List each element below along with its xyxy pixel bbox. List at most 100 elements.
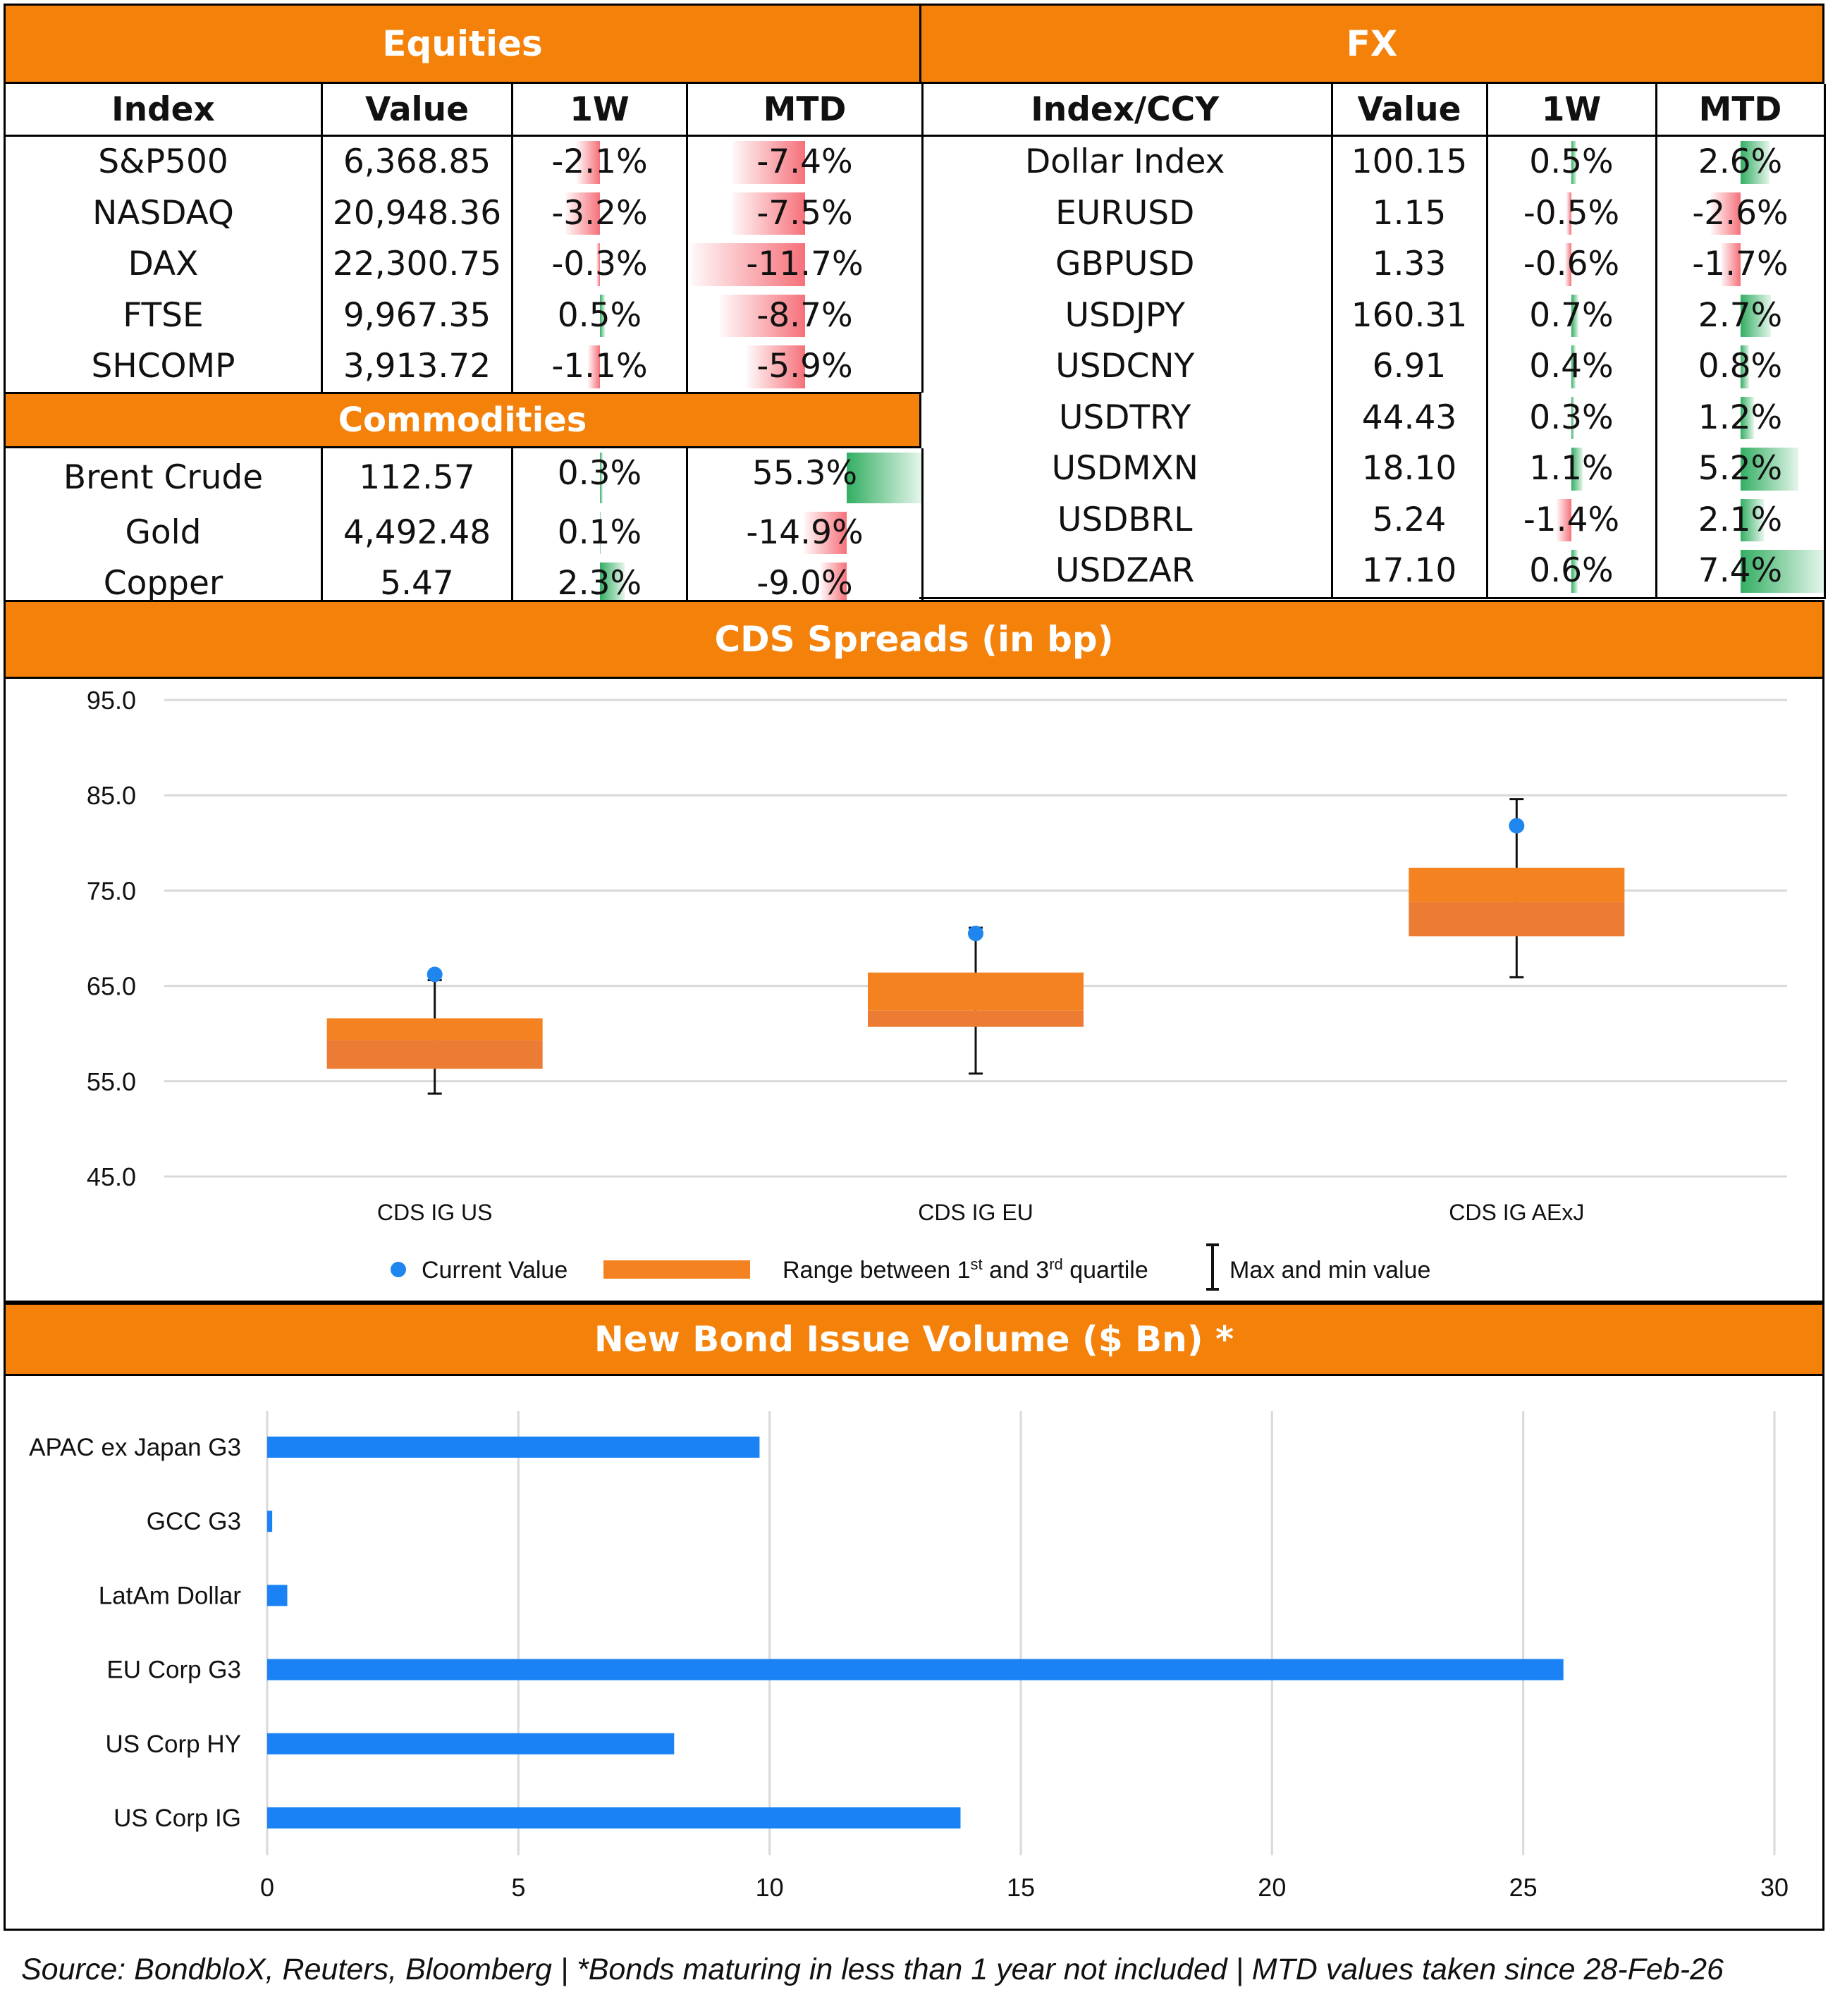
fx-value-text: 17.10 <box>1361 551 1457 591</box>
fx-1w: 1.1% <box>1487 443 1657 495</box>
commodities-1w-bar <box>599 453 603 503</box>
commodities-mtd: 55.3% <box>687 448 923 508</box>
fx-1w-bar <box>1571 141 1577 184</box>
equities-value-text: 9,967.35 <box>343 295 491 335</box>
equities-1w: -1.1% <box>512 341 688 393</box>
y-tick-label: 75.0 <box>87 876 136 905</box>
fx-value-text: 5.24 <box>1372 500 1447 539</box>
current-value-point <box>1509 818 1525 834</box>
fx-1w-text: 1.1% <box>1529 449 1614 488</box>
commodities-value-text: 112.57 <box>359 458 475 497</box>
equities-mtd: -11.7% <box>687 239 923 290</box>
fx-1w-bar <box>1565 243 1571 286</box>
fx-name-text: USDCNY <box>1055 347 1195 386</box>
equities-col-1w: 1W <box>512 84 688 137</box>
fx-header: FX <box>919 4 1824 84</box>
fx-col-value: Value <box>1332 84 1488 137</box>
commodities-1w-bar <box>599 512 601 554</box>
fx-mtd: -1.7% <box>1656 239 1824 290</box>
x-tick-label: 0 <box>260 1873 274 1902</box>
legend-range-text-part: and 3 <box>983 1257 1050 1284</box>
equities-name: S&P500 <box>4 135 323 188</box>
y-tick-label: 55.0 <box>87 1067 136 1096</box>
commodities-name-text: Copper <box>103 564 223 603</box>
fx-1w: 0.6% <box>1487 546 1657 598</box>
fx-1w-bar <box>1571 396 1575 439</box>
commodities-1w: 0.1% <box>512 508 688 558</box>
equities-value-text: 3,913.72 <box>343 347 491 386</box>
fx-1w-text: -0.5% <box>1523 193 1620 233</box>
fx-1w-text: 0.5% <box>1529 142 1614 181</box>
cds-title: CDS Spreads (in bp) <box>714 619 1114 660</box>
equities-name: SHCOMP <box>4 341 323 393</box>
cds-chart-panel: 95.0 85.0 75.0 65.0 55.0 45.0 CDS IG US CDS IG … <box>4 677 1824 1303</box>
bond-title: New Bond Issue Volume ($ Bn) * <box>594 1319 1234 1360</box>
bond-header: New Bond Issue Volume ($ Bn) * <box>4 1303 1824 1376</box>
equities-name: DAX <box>4 239 323 290</box>
equities-name-text: NASDAQ <box>92 193 234 233</box>
fx-col-mtd: MTD <box>1656 84 1824 137</box>
equities-1w-bar <box>577 141 600 184</box>
y-category-label: APAC ex Japan G3 <box>29 1434 241 1461</box>
equities-1w-bar <box>596 243 600 286</box>
equities-mtd: -5.9% <box>687 341 923 393</box>
y-category-label: US Corp IG <box>114 1805 241 1832</box>
fx-mtd-text: -1.7% <box>1692 245 1789 283</box>
commodities-1w-text: 0.3% <box>557 454 642 493</box>
fx-value: 5.24 <box>1332 494 1488 546</box>
commodities-mtd-bar <box>847 453 921 503</box>
footer-source: Source: BondbloX, Reuters, Bloomberg | *… <box>21 1953 1724 1986</box>
equities-mtd-text: -7.4% <box>756 142 853 181</box>
equities-1w-bar <box>599 294 606 337</box>
fx-value-text: 6.91 <box>1372 347 1447 386</box>
table-row: USDTRY 44.43 0.3% 1.2% <box>919 392 1824 444</box>
fx-mtd: 1.2% <box>1656 393 1824 444</box>
table-row: DAX 22,300.75 -0.3% -11.7% <box>4 239 923 290</box>
commodities-1w-text: 2.3% <box>557 564 642 603</box>
fx-value-text: 1.33 <box>1372 245 1447 284</box>
fx-mtd-bar <box>1740 550 1824 593</box>
fx-1w-bar <box>1566 192 1571 235</box>
y-category-label: LatAm Dollar <box>99 1582 242 1609</box>
fx-name: USDTRY <box>919 392 1333 443</box>
equities-title: Equities <box>382 23 543 64</box>
y-category-label: US Corp HY <box>105 1731 241 1758</box>
equities-mtd-bar <box>732 141 805 184</box>
box-lower <box>868 1010 1084 1027</box>
commodities-value-text: 5.47 <box>380 564 454 603</box>
x-category-label: CDS IG US <box>377 1200 493 1225</box>
table-row: USDZAR 17.10 0.6% 7.4% <box>919 546 1824 598</box>
equities-value: 9,967.35 <box>321 290 513 341</box>
bar <box>267 1659 1564 1680</box>
legend-range-text-part: Range between 1 <box>783 1257 971 1284</box>
commodities-mtd-text: 55.3% <box>752 454 858 493</box>
fx-mtd: -2.6% <box>1656 188 1824 240</box>
x-tick-label: 25 <box>1509 1873 1538 1902</box>
x-tick-label: 20 <box>1258 1873 1286 1902</box>
fx-value: 6.91 <box>1332 341 1488 393</box>
equities-value-text: 6,368.85 <box>343 142 491 182</box>
y-tick-label: 95.0 <box>87 686 136 715</box>
fx-mtd: 2.7% <box>1656 290 1824 342</box>
fx-mtd: 2.6% <box>1656 136 1824 188</box>
equities-col-value: Value <box>321 84 513 137</box>
table-row: EURUSD 1.15 -0.5% -2.6% <box>919 188 1824 240</box>
fx-1w-bar <box>1571 448 1583 491</box>
fx-mtd-text: 0.8% <box>1698 347 1783 386</box>
fx-1w: 0.7% <box>1487 290 1657 341</box>
fx-1w-text: 0.3% <box>1529 398 1614 437</box>
bar <box>267 1733 675 1754</box>
fx-name: EURUSD <box>919 188 1333 239</box>
table-row: USDMXN 18.10 1.1% 5.2% <box>919 443 1824 495</box>
equities-1w-text: -0.3% <box>551 245 648 283</box>
fx-mtd: 2.1% <box>1656 495 1824 546</box>
fx-value-text: 1.15 <box>1372 193 1447 233</box>
fx-mtd-bar <box>1721 243 1741 286</box>
table-row: Brent Crude 112.57 0.3% 55.3% <box>4 448 923 508</box>
commodities-mtd-text: -14.9% <box>746 513 864 552</box>
y-tick-label: 45.0 <box>87 1162 136 1191</box>
box-upper <box>1409 867 1625 902</box>
fx-value-text: 160.31 <box>1351 295 1468 335</box>
equities-mtd-text: -11.7% <box>746 245 864 283</box>
fx-name-text: Dollar Index <box>1024 142 1225 182</box>
